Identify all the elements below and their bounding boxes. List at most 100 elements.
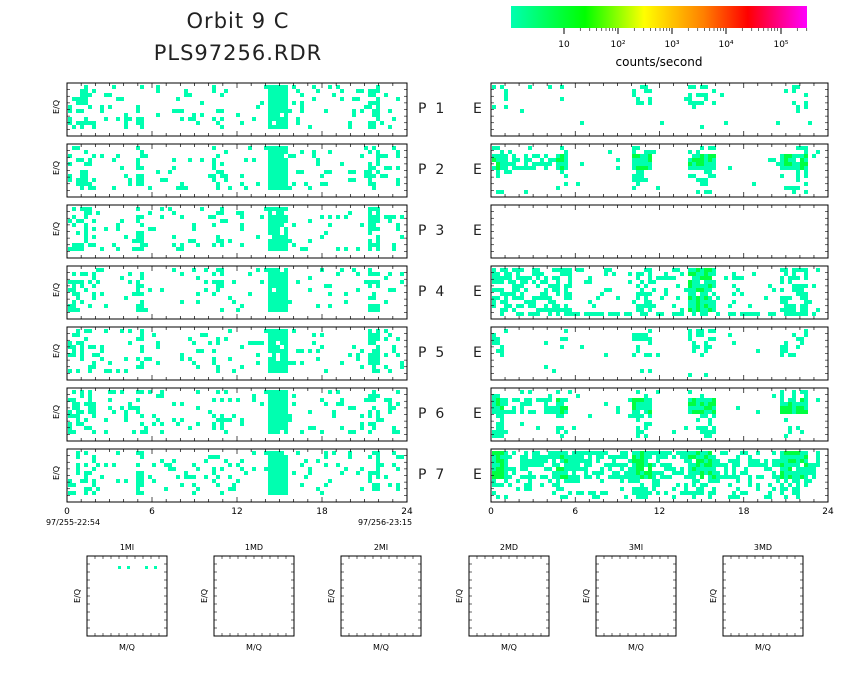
spectrogram-cell xyxy=(700,292,704,296)
spectrogram-cell xyxy=(652,288,656,292)
spectrogram-cell xyxy=(328,85,332,89)
spectrogram-cell xyxy=(548,85,552,89)
spectrogram-cell xyxy=(576,455,580,459)
spectrogram-cell xyxy=(688,174,692,178)
spectrogram-cell xyxy=(136,109,140,113)
spectrogram-cell xyxy=(240,243,244,247)
spectrogram-cell xyxy=(496,463,500,467)
spectrogram-cell xyxy=(492,398,496,402)
spectrogram-cell xyxy=(284,243,288,247)
spectrogram-cell xyxy=(192,491,196,495)
spectrogram-cell xyxy=(804,158,808,162)
spectrogram-cell xyxy=(140,223,144,227)
spectrogram-cell xyxy=(644,178,648,182)
spectrogram-cell xyxy=(216,186,220,190)
spectrogram-cell xyxy=(136,239,140,243)
spectrogram-cell xyxy=(512,308,516,312)
spectrogram-cell xyxy=(744,491,748,495)
spectrogram-cell xyxy=(80,410,84,414)
x-tick-label: 18 xyxy=(738,507,750,517)
spectrogram-cell xyxy=(772,394,776,398)
spectrogram-cell xyxy=(812,154,816,158)
spectrogram-cell xyxy=(648,341,652,345)
spectrogram-cell xyxy=(72,97,76,101)
spectrogram-cell xyxy=(80,353,84,357)
row-letter: E xyxy=(473,345,482,361)
spectrogram-cell xyxy=(736,459,740,463)
spectrogram-cell xyxy=(564,337,568,341)
spectrogram-cell xyxy=(528,475,532,479)
spectrogram-cell xyxy=(544,292,548,296)
spectrogram-cell xyxy=(216,211,220,215)
spectrogram-cell xyxy=(656,459,660,463)
spectrogram-cell xyxy=(212,166,216,170)
spectrogram-cell xyxy=(400,365,404,369)
mq-x-label: M/Q xyxy=(119,643,135,652)
spectrogram-cell xyxy=(780,406,784,410)
spectrogram-cell xyxy=(276,105,280,109)
spectrogram-cell xyxy=(692,101,696,105)
spectrogram-cell xyxy=(324,170,328,174)
spectrogram-cell xyxy=(708,304,712,308)
spectrogram-cell xyxy=(632,467,636,471)
spectrogram-cell xyxy=(292,402,296,406)
spectrogram-cell xyxy=(268,361,272,365)
spectrogram-cell xyxy=(656,186,660,190)
spectrogram-cell xyxy=(560,459,564,463)
spectrogram-cell xyxy=(576,475,580,479)
spectrogram-cell xyxy=(116,223,120,227)
spectrogram-cell xyxy=(536,451,540,455)
spectrogram-cell xyxy=(140,235,144,239)
spectrogram-cell xyxy=(112,243,116,247)
spectrogram-cell xyxy=(136,292,140,296)
spectrogram-cell xyxy=(500,353,504,357)
spectrogram-cell xyxy=(512,292,516,296)
spectrogram-cell xyxy=(528,483,532,487)
spectrogram-cell xyxy=(300,150,304,154)
spectrogram-cell xyxy=(656,471,660,475)
spectrogram-cell xyxy=(72,272,76,276)
spectrogram-cell xyxy=(568,292,572,296)
spectrogram-cell xyxy=(564,162,568,166)
spectrogram-cell xyxy=(784,349,788,353)
spectrogram-cell xyxy=(188,93,192,97)
spectrogram-cell xyxy=(140,483,144,487)
spectrogram-cell xyxy=(300,105,304,109)
spectrogram-cell xyxy=(792,353,796,357)
spectrogram-cell xyxy=(692,300,696,304)
spectrogram-cell xyxy=(536,272,540,276)
spectrogram-cell xyxy=(180,272,184,276)
spectrogram-cell xyxy=(268,162,272,166)
spectrogram-cell xyxy=(84,487,88,491)
spectrogram-cell xyxy=(384,365,388,369)
title-orbit: Orbit 9 C xyxy=(187,9,290,33)
spectrogram-cell xyxy=(556,487,560,491)
spectrogram-cell xyxy=(632,487,636,491)
spectrogram-cell xyxy=(384,398,388,402)
mq-x-label: M/Q xyxy=(755,643,771,652)
spectrogram-cell xyxy=(268,398,272,402)
spectrogram-cell xyxy=(372,337,376,341)
spectrogram-cell xyxy=(668,451,672,455)
spectrogram-cell xyxy=(228,463,232,467)
spectrogram-cell xyxy=(704,154,708,158)
spectrogram-cell xyxy=(692,451,696,455)
spectrogram-cell xyxy=(636,333,640,337)
spectrogram-cell xyxy=(376,394,380,398)
spectrogram-cell xyxy=(188,426,192,430)
spectrogram-cell xyxy=(648,475,652,479)
spectrogram-cell xyxy=(648,398,652,402)
spectrogram-cell xyxy=(708,345,712,349)
spectrogram-cell xyxy=(688,300,692,304)
spectrogram-cell xyxy=(288,109,292,113)
spectrogram-cell xyxy=(804,296,808,300)
spectrogram-cell xyxy=(644,475,648,479)
spectrogram-cell xyxy=(708,459,712,463)
spectrogram-cell xyxy=(172,402,176,406)
spectrogram-cell xyxy=(792,154,796,158)
spectrogram-cell xyxy=(140,414,144,418)
spectrogram-cell xyxy=(184,186,188,190)
spectrogram-cell xyxy=(616,455,620,459)
spectrogram-cell xyxy=(312,154,316,158)
spectrogram-cell xyxy=(576,182,580,186)
